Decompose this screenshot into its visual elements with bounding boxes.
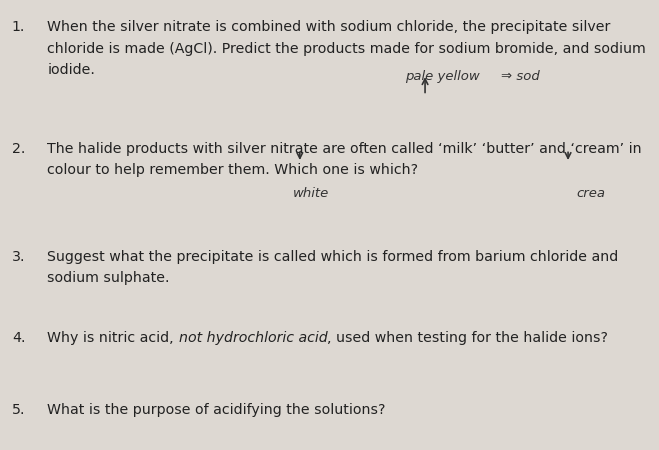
Text: 4.: 4.	[12, 331, 25, 345]
Text: crea: crea	[577, 187, 606, 200]
Text: 5.: 5.	[12, 403, 25, 417]
Text: iodide.: iodide.	[47, 63, 96, 77]
Text: ⇒ sod: ⇒ sod	[501, 70, 540, 83]
Text: white: white	[293, 187, 330, 200]
Text: sodium sulphate.: sodium sulphate.	[47, 271, 170, 285]
Text: Suggest what the precipitate is called which is formed from barium chloride and: Suggest what the precipitate is called w…	[47, 250, 619, 264]
Text: 2.: 2.	[12, 142, 25, 156]
Text: The halide products with silver nitrate are often called ‘milk’ ‘butter’ and ‘cr: The halide products with silver nitrate …	[47, 142, 642, 156]
Text: colour to help remember them. Which one is which?: colour to help remember them. Which one …	[47, 163, 418, 177]
Text: chloride is made (AgCl). Predict the products made for sodium bromide, and sodiu: chloride is made (AgCl). Predict the pro…	[47, 42, 646, 56]
Text: 1.: 1.	[12, 20, 25, 34]
Text: 3.: 3.	[12, 250, 25, 264]
Text: When the silver nitrate is combined with sodium chloride, the precipitate silver: When the silver nitrate is combined with…	[47, 20, 611, 34]
Text: not hydrochloric acid: not hydrochloric acid	[179, 331, 328, 345]
Text: What is the purpose of acidifying the solutions?: What is the purpose of acidifying the so…	[47, 403, 386, 417]
Text: Why is nitric acid,: Why is nitric acid,	[47, 331, 179, 345]
Text: pale yellow: pale yellow	[405, 70, 480, 83]
Text: , used when testing for the halide ions?: , used when testing for the halide ions?	[328, 331, 608, 345]
